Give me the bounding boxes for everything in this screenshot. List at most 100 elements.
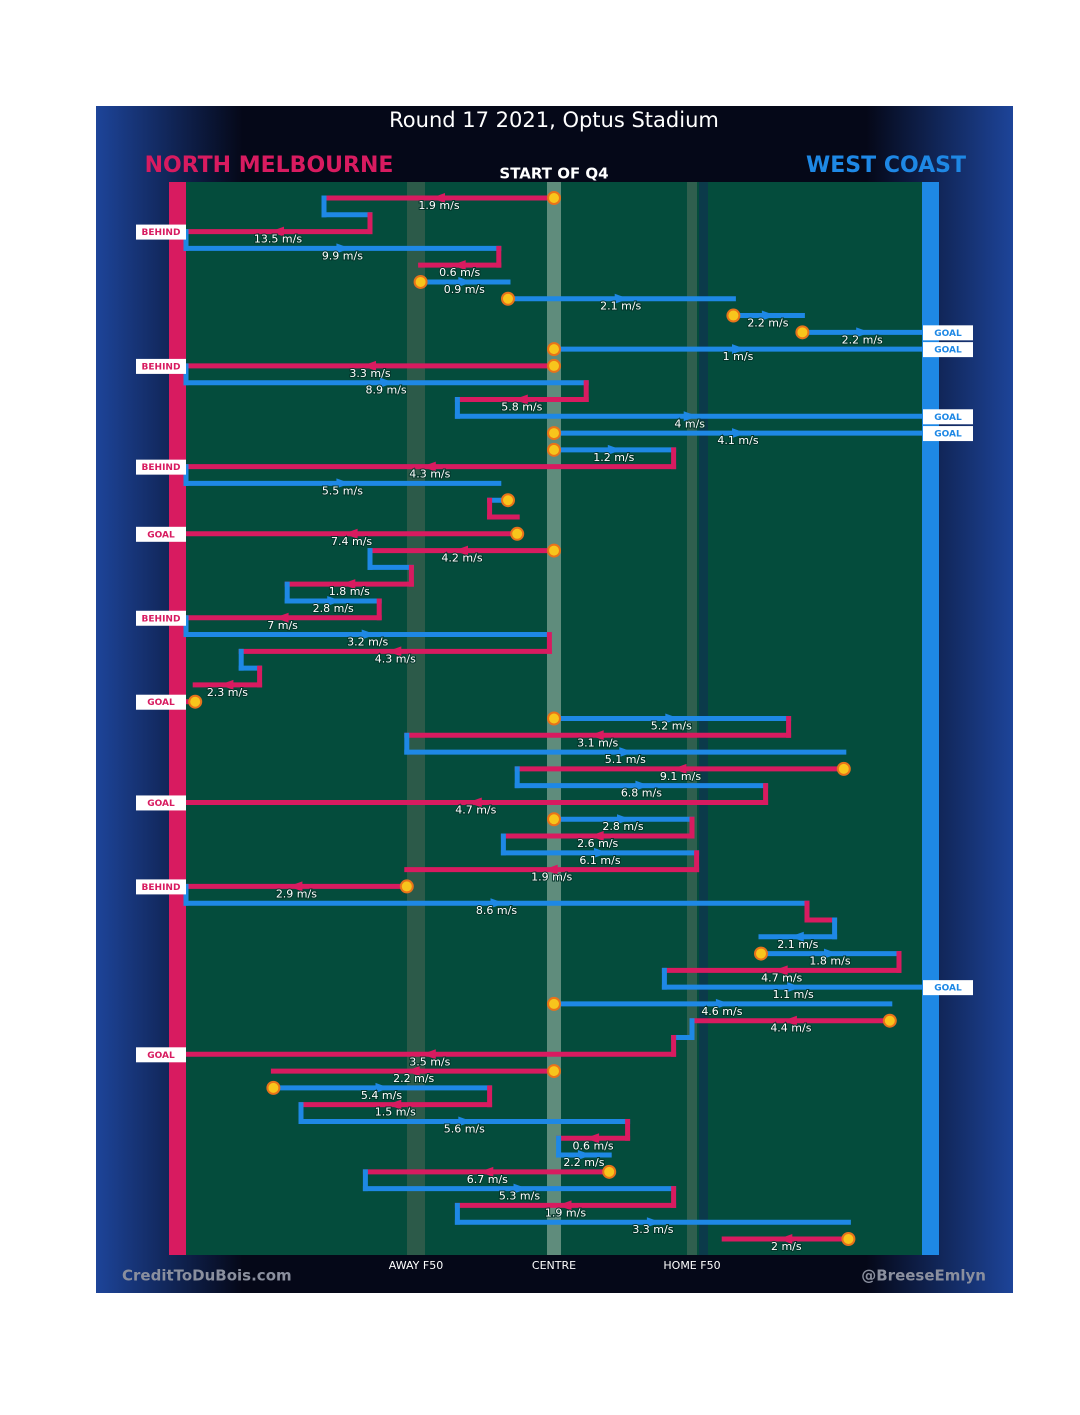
direction-arrow	[732, 344, 746, 355]
direction-arrow	[594, 847, 608, 858]
direction-arrow	[387, 646, 402, 657]
speed-label: 1.8 m/s	[809, 955, 850, 968]
stoppage-marker	[266, 1080, 281, 1095]
speed-label: 2.2 m/s	[393, 1072, 434, 1085]
speed-label: 4.7 m/s	[761, 971, 802, 984]
direction-arrow	[288, 881, 303, 892]
tick-stripe	[407, 182, 425, 1255]
speed-label: 4.3 m/s	[409, 468, 450, 481]
direction-arrow	[589, 831, 604, 842]
subtitle: START OF Q4	[499, 165, 608, 183]
speed-label: 2 m/s	[771, 1240, 802, 1253]
direction-arrow	[787, 982, 802, 993]
speed-label: 5.6 m/s	[444, 1122, 485, 1135]
direction-arrow	[431, 193, 445, 203]
stoppage-marker	[795, 325, 810, 340]
result-label: GOAL	[934, 346, 962, 356]
speed-label: 4.7 m/s	[455, 803, 496, 816]
result-label: GOAL	[934, 329, 962, 339]
result-box	[136, 610, 186, 626]
stoppage-marker	[399, 879, 414, 894]
speed-label: 6.1 m/s	[579, 854, 620, 867]
speed-label: 3.3 m/s	[349, 367, 390, 380]
chart-title: Round 17 2021, Optus Stadium	[389, 108, 719, 132]
stoppage-marker	[547, 543, 561, 558]
direction-arrow	[732, 428, 746, 439]
direction-arrow	[336, 243, 351, 254]
direction-arrow	[683, 411, 698, 422]
speed-label: 4.2 m/s	[441, 552, 482, 565]
direction-arrow	[343, 528, 358, 539]
direction-arrow	[405, 1066, 420, 1077]
direction-arrow	[513, 1183, 528, 1194]
result-box	[923, 980, 973, 996]
direction-arrow	[619, 747, 634, 758]
result-box	[136, 526, 186, 542]
direction-arrow	[219, 679, 234, 690]
speed-label: 1.2 m/s	[593, 451, 634, 464]
credit: @BreeseEmlyn	[861, 1267, 986, 1285]
direction-arrow	[454, 545, 468, 556]
result-box	[136, 459, 186, 475]
speed-label: 2.6 m/s	[577, 837, 618, 850]
speed-label: 5.8 m/s	[501, 400, 542, 413]
direction-arrow	[543, 864, 558, 875]
speed-label: 1.9 m/s	[531, 871, 572, 884]
credit: CreditToDuBois.com	[122, 1267, 292, 1285]
direction-arrow	[672, 763, 687, 774]
speed-label: 7 m/s	[267, 619, 298, 632]
stoppage-marker	[547, 358, 561, 373]
speed-label: 2.3 m/s	[207, 686, 248, 699]
speed-label: 2.1 m/s	[777, 938, 818, 951]
result-box	[923, 325, 973, 341]
speed-label: 1.1 m/s	[773, 988, 814, 1001]
speed-label: 6.8 m/s	[621, 787, 662, 800]
result-label: GOAL	[147, 799, 175, 809]
direction-arrow	[421, 1049, 436, 1060]
speed-label: 2.8 m/s	[602, 820, 643, 833]
speed-label: 4 m/s	[674, 417, 705, 430]
direction-arrow	[577, 1150, 592, 1161]
direction-arrow	[421, 461, 436, 472]
stoppage-marker	[754, 946, 768, 961]
stoppage-marker	[547, 191, 561, 205]
direction-arrow	[274, 612, 289, 623]
speed-label: 2.1 m/s	[600, 300, 641, 313]
result-label: GOAL	[934, 984, 962, 994]
speed-label: 5.3 m/s	[499, 1190, 540, 1203]
speed-label: 8.9 m/s	[366, 384, 407, 397]
x-tick-label: AWAY F50	[389, 1259, 443, 1272]
direction-arrow	[778, 1234, 793, 1244]
stoppage-marker	[547, 812, 561, 827]
direction-arrow	[635, 780, 650, 791]
direction-arrow	[479, 1166, 494, 1177]
speed-label: 9.9 m/s	[322, 249, 363, 262]
direction-arrow	[270, 226, 284, 237]
speed-label: 3.1 m/s	[577, 736, 618, 749]
speed-label: 2.9 m/s	[276, 887, 317, 900]
speed-label: 1.9 m/s	[545, 1206, 586, 1219]
direction-arrow	[336, 478, 351, 489]
speed-label: 5.4 m/s	[361, 1089, 402, 1102]
direction-arrow	[856, 327, 871, 338]
result-box	[136, 1047, 186, 1063]
speed-label: 3.5 m/s	[409, 1055, 450, 1068]
result-label: GOAL	[147, 1051, 175, 1061]
direction-arrow	[789, 931, 804, 942]
result-label: BEHIND	[142, 883, 181, 893]
stoppage-marker	[547, 996, 561, 1011]
direction-arrow	[490, 898, 505, 909]
result-label: BEHIND	[142, 228, 181, 238]
speed-label: 2.2 m/s	[842, 333, 883, 346]
result-box	[923, 342, 973, 358]
speed-label: 1.5 m/s	[375, 1106, 416, 1119]
direction-arrow	[513, 394, 528, 405]
direction-arrow	[607, 444, 622, 455]
result-label: GOAL	[934, 413, 962, 423]
speed-label: 0.6 m/s	[573, 1139, 614, 1152]
stoppage-marker	[547, 711, 561, 726]
direction-arrow	[467, 797, 482, 808]
stoppage-marker	[413, 274, 428, 289]
stoppage-marker	[547, 1064, 561, 1079]
